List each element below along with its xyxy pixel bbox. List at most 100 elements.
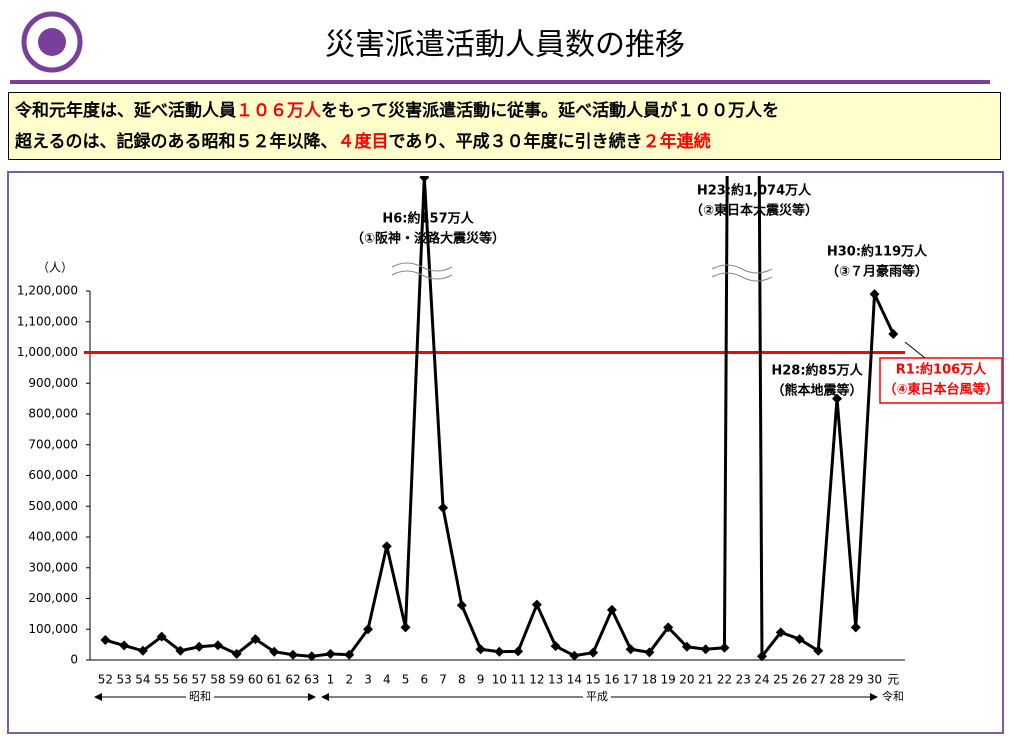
banner-text: ２年連続 [642, 132, 711, 152]
annotation-text: （①阪神・淡路大震災等） [351, 231, 505, 247]
data-point [681, 641, 692, 652]
data-point [625, 644, 636, 655]
y-tick-label: 1,200,000 [17, 284, 78, 298]
x-tick-label: 19 [661, 673, 676, 687]
data-point [475, 644, 486, 655]
x-tick-label: 15 [585, 673, 600, 687]
annotation-text: （③７月豪雨等） [826, 264, 928, 280]
data-point [325, 648, 336, 659]
data-point [700, 644, 711, 655]
data-point [100, 635, 111, 646]
data-point [438, 502, 449, 513]
x-tick-label: 25 [773, 673, 788, 687]
x-tick-label: 20 [679, 673, 694, 687]
x-tick-label: 8 [458, 673, 466, 687]
data-point [888, 329, 899, 340]
x-tick-label: 27 [811, 673, 826, 687]
data-point [832, 393, 843, 404]
data-point [344, 649, 355, 660]
data-point [588, 647, 599, 658]
data-point [137, 645, 148, 656]
banner-text: 令和元年度は、延べ活動人員 [15, 101, 236, 121]
banner-line: 超えるのは、記録のある昭和５２年以降、４度目であり、平成３０年度に引き続き２年連… [15, 127, 1000, 158]
x-tick-label: 63 [304, 673, 319, 687]
y-tick-label: 1,100,000 [17, 314, 78, 328]
data-point [550, 641, 561, 652]
y-tick-label: 400,000 [28, 530, 78, 544]
x-tick-label: 5 [402, 673, 410, 687]
data-point [306, 651, 317, 662]
x-tick-label: 3 [364, 673, 372, 687]
x-tick-label: 22 [717, 673, 732, 687]
x-tick-label: 21 [698, 673, 713, 687]
y-tick-label: 0 [70, 653, 78, 667]
data-point [794, 634, 805, 645]
chart-frame [7, 171, 1004, 734]
y-tick-label: 600,000 [28, 468, 78, 482]
banner-text: であり、平成３０年度に引き続き [388, 132, 643, 152]
era-label: 昭和 [189, 690, 211, 703]
banner-text: １０６万人 [236, 101, 321, 121]
x-tick-label: 28 [829, 673, 844, 687]
x-tick-label: 26 [792, 673, 807, 687]
era-label: 令和 [882, 689, 904, 703]
data-point [194, 641, 205, 652]
data-point [663, 622, 674, 633]
era-label-bg [583, 690, 611, 703]
x-tick-label: 11 [510, 673, 525, 687]
x-tick-label: 元 [887, 673, 899, 687]
x-tick-label: 59 [229, 673, 244, 687]
x-tick-label: 6 [420, 673, 428, 687]
annotation-text: （④東日本台風等） [883, 382, 998, 398]
data-point [363, 624, 374, 635]
data-point [869, 289, 880, 300]
data-point [644, 647, 655, 658]
data-point [287, 649, 298, 660]
page-title: 災害派遣活動人員数の推移 [325, 28, 685, 63]
x-tick-label: 56 [173, 673, 188, 687]
x-tick-label: 53 [116, 673, 131, 687]
x-tick-label: 14 [567, 673, 582, 687]
data-point [400, 622, 411, 633]
x-tick-label: 62 [285, 673, 300, 687]
annotation-text: R1:約106万人 [896, 362, 987, 378]
era-label: 平成 [586, 690, 608, 703]
annotation-text: H6:約157万人 [382, 211, 474, 227]
data-point [531, 599, 542, 610]
y-tick-label: 200,000 [28, 591, 78, 605]
annotation-text: H30:約119万人 [827, 244, 928, 260]
data-point [719, 642, 730, 653]
y-tick-label: 500,000 [28, 499, 78, 513]
data-point [569, 650, 580, 661]
x-tick-label: 58 [210, 673, 225, 687]
x-tick-label: 24 [754, 673, 769, 687]
x-tick-label: 57 [192, 673, 207, 687]
y-tick-label: 300,000 [28, 560, 78, 574]
y-axis-label: （人） [37, 261, 73, 275]
data-point [156, 631, 167, 642]
x-tick-label: 18 [642, 673, 657, 687]
data-point [850, 622, 861, 633]
data-point [119, 640, 130, 651]
x-tick-label: 7 [439, 673, 447, 687]
y-tick-label: 800,000 [28, 407, 78, 421]
x-tick-label: 17 [623, 673, 638, 687]
annotation-text: （②東日本大震災等） [690, 203, 818, 219]
banner-line: 令和元年度は、延べ活動人員１０６万人をもって災害派遣活動に従事。延べ活動人員が１… [15, 96, 1000, 127]
x-tick-label: 55 [154, 673, 169, 687]
data-point [494, 646, 505, 657]
annotation-text: H23:約1,074万人 [697, 183, 812, 199]
logo-center [38, 28, 66, 56]
x-tick-label: 9 [477, 673, 485, 687]
data-point [813, 645, 824, 656]
x-tick-label: 2 [345, 673, 353, 687]
x-tick-label: 29 [848, 673, 863, 687]
x-tick-label: 60 [248, 673, 263, 687]
data-point [269, 646, 280, 657]
x-tick-label: 4 [383, 673, 391, 687]
data-point [212, 640, 223, 651]
data-point [513, 646, 524, 657]
x-tick-label: 10 [492, 673, 507, 687]
